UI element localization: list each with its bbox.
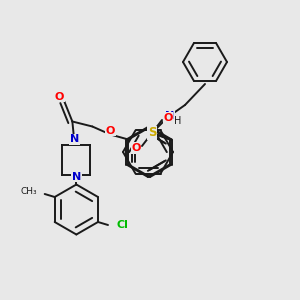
Text: S: S [148,127,156,140]
Text: O: O [131,143,141,153]
Text: N: N [72,172,81,182]
Text: H: H [174,116,182,126]
Text: O: O [163,113,173,123]
Text: CH₃: CH₃ [20,188,37,196]
Text: O: O [55,92,64,101]
Text: N: N [70,134,79,145]
Text: Cl: Cl [116,220,128,230]
Text: N: N [165,111,175,121]
Text: O: O [106,125,115,136]
